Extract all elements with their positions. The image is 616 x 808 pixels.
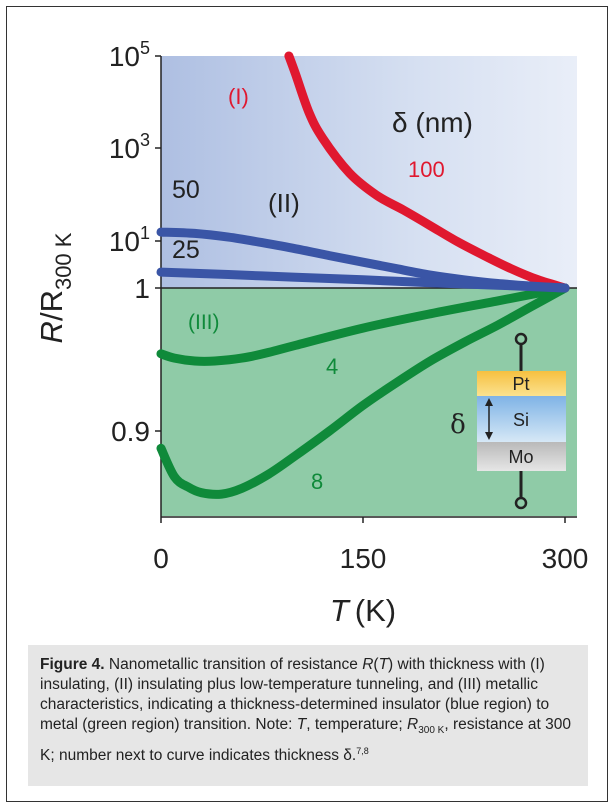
inset-pt-layer <box>477 371 566 396</box>
y-tick-label-0.9: 0.9 <box>111 416 150 447</box>
caption-text-5: , resistance at 300 K; number next to cu… <box>40 716 572 765</box>
caption-r2: R <box>407 716 419 733</box>
x-tick-label-300: 300 <box>542 543 589 574</box>
inset-si-layer <box>477 396 566 442</box>
inset-mo-layer <box>477 442 566 471</box>
thickness-arrow-head-up <box>485 398 493 406</box>
caption-figure-label: Figure 4. <box>40 656 105 673</box>
thickness-arrow-head-down <box>485 432 493 440</box>
upper-series-25 <box>156 267 570 293</box>
inset-label-pt: Pt <box>512 374 529 394</box>
caption-text-4: , temperature; <box>306 716 407 733</box>
y-tick-label-1e1: 101 <box>109 223 150 257</box>
x-tick-label-0: 0 <box>153 543 169 574</box>
region-label-III: (III) <box>188 311 220 334</box>
figure-caption: Figure 4. Nanometallic transition of res… <box>28 645 588 786</box>
caption-text-1: Nanometallic transition of resistance <box>104 656 363 673</box>
device-inset: Pt Si Mo δ <box>450 332 566 510</box>
y-tick-label-1e5: 105 <box>109 38 150 72</box>
curve-label-100: 100 <box>408 157 445 182</box>
inset-label-mo: Mo <box>508 447 533 467</box>
caption-text-3: ) with thickness with (I) insulating, (I… <box>40 656 550 733</box>
caption-t2: T <box>296 716 307 733</box>
inset-label-si: Si <box>513 410 529 430</box>
caption-sup-refs: 7,8 <box>356 746 369 757</box>
caption-t1: T <box>378 656 389 673</box>
region-label-I: (I) <box>228 84 249 109</box>
lower-series-8 <box>156 283 570 499</box>
lower-series-4 <box>156 283 570 366</box>
inset-bottom-terminal <box>514 496 528 510</box>
caption-text-2: ( <box>373 656 379 673</box>
curves-layer <box>156 51 570 499</box>
y-axis-label: R/R300 K <box>34 232 76 343</box>
x-tick-label-150: 150 <box>340 543 387 574</box>
curve-label-50: 50 <box>172 176 200 204</box>
upper-series-100 <box>284 51 570 293</box>
y-tick-label-1e3: 103 <box>109 130 150 164</box>
region-label-II: (II) <box>268 188 300 218</box>
curve-label-25: 25 <box>172 236 200 264</box>
inset-delta-label: δ <box>450 410 466 440</box>
inset-top-terminal <box>514 332 528 346</box>
caption-sub-300k: 300 K <box>418 725 445 737</box>
delta-unit-label: δ (nm) <box>392 107 473 138</box>
y-tick-label-1: 1 <box>134 273 150 304</box>
caption-r: R <box>362 656 374 673</box>
blue-region <box>161 56 577 288</box>
curve-label-4: 4 <box>326 354 338 379</box>
x-axis-label: T (K) <box>330 593 396 628</box>
curve-label-8: 8 <box>311 469 323 494</box>
